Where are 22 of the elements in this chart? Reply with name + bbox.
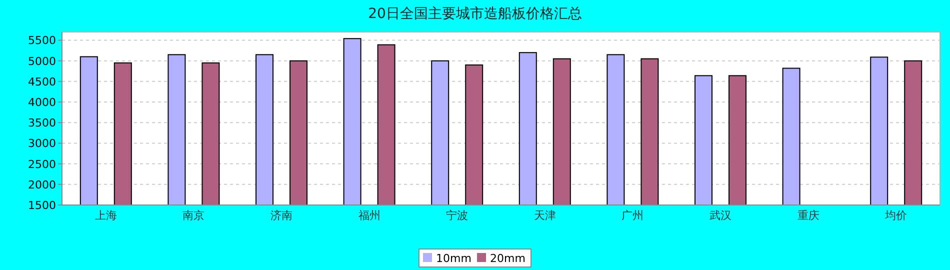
x-tick-label: 重庆: [797, 209, 820, 222]
y-tick-label: 5500: [28, 34, 56, 48]
x-tick-label: 天津: [534, 209, 556, 222]
x-tick-label: 福州: [358, 209, 380, 222]
x-tick-label: 广州: [622, 209, 644, 222]
x-tick-label: 上海: [94, 209, 117, 222]
y-tick-label: 4500: [28, 75, 56, 88]
y-tick-label: 5000: [28, 54, 56, 68]
x-tick-label: 均价: [884, 209, 908, 222]
y-tick-label: 4000: [28, 96, 56, 110]
x-tick-label: 宁波: [446, 209, 468, 222]
y-tick-label: 1500: [28, 199, 56, 212]
legend-label: 10mm: [436, 252, 472, 265]
x-tick-label: 武汉: [710, 209, 732, 222]
y-tick-label: 3500: [28, 116, 56, 130]
chart-title: 20日全国主要城市造船板价格汇总: [368, 6, 582, 22]
y-tick-label: 2000: [28, 178, 56, 192]
x-tick-label: 南京: [182, 209, 205, 222]
y-tick-label: 2500: [28, 158, 56, 171]
y-tick-label: 3000: [28, 137, 56, 150]
legend-label: 20mm: [490, 252, 526, 265]
x-tick-label: 济南: [270, 209, 292, 222]
